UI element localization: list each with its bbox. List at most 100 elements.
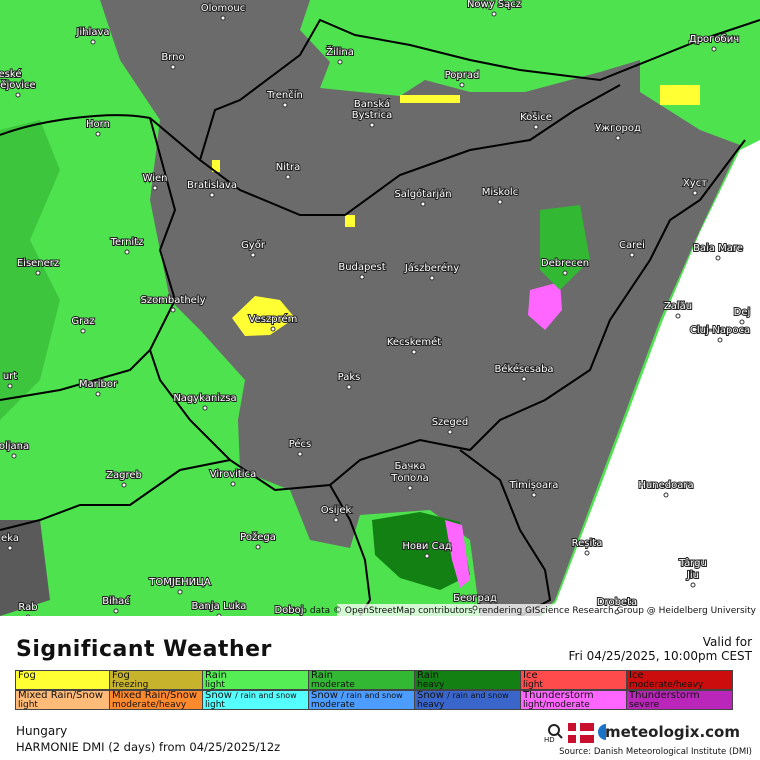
legend-label: Rain <box>417 671 520 681</box>
legend-label-text: Fog <box>18 670 36 681</box>
city-dot <box>152 185 158 191</box>
model-info: HARMONIE DMI (2 days) from 04/25/2025/12… <box>16 740 281 754</box>
city-dot <box>447 429 453 435</box>
city-dot <box>95 131 101 137</box>
city-label: Osijek <box>321 505 352 516</box>
fog-spot <box>400 95 460 103</box>
city-label: Kecskemét <box>387 336 441 348</box>
thunderstorm-area <box>445 520 470 588</box>
city-dot <box>297 451 303 457</box>
city-label: Ternitz <box>110 237 144 248</box>
city-label: Bystrica <box>352 110 392 121</box>
city-label: Cluj-Napoca <box>690 325 750 336</box>
hd-label[interactable]: HD <box>544 736 555 744</box>
city-label: Zagreb <box>106 470 142 481</box>
city-label: Nagykanizsa <box>173 393 236 404</box>
legend-label: Snow / rain and snow <box>417 691 520 701</box>
legend-label: Snow / rain and snow <box>311 691 414 701</box>
city-label: Dej <box>734 307 751 318</box>
city-label: Jiu <box>686 570 699 581</box>
city-dot <box>11 453 17 459</box>
legend-note: / rain and snow <box>341 691 403 700</box>
city-label: Trenčín <box>266 89 303 101</box>
rain-area <box>0 120 60 420</box>
city-label: eské <box>0 68 21 80</box>
city-label: Eisenerz <box>17 258 59 269</box>
legend-sub: light <box>523 680 543 690</box>
city-dot <box>472 605 478 611</box>
legend-label-text: Rain <box>417 670 439 681</box>
region: Hungary <box>16 724 68 738</box>
legend-item: Ice light <box>520 670 627 690</box>
city-label: Дрогобич <box>689 34 739 45</box>
legend-item: Rain light <box>202 670 309 690</box>
city-label: Хуст <box>683 178 707 189</box>
fog-spot <box>212 160 220 172</box>
city-dot <box>429 275 435 281</box>
city-label: Jihlava <box>75 27 109 38</box>
city-dot <box>25 614 31 616</box>
legend-label: Ice <box>629 671 732 681</box>
city-dot <box>614 609 620 615</box>
rain-moderate-area <box>540 205 590 290</box>
legend-label-text: Snow <box>311 690 338 701</box>
legend-label: Mixed Rain/Snow <box>18 691 109 701</box>
brand[interactable]: meteologix.com <box>605 723 740 741</box>
city-dot <box>584 550 590 556</box>
legend-sub: severe <box>629 700 660 710</box>
city-label: Graz <box>71 316 94 327</box>
city-dot <box>411 349 417 355</box>
city-dot <box>337 59 343 65</box>
legend-label: Thunderstorm <box>523 691 626 701</box>
zoom-icon-handle <box>557 733 563 739</box>
legend-sub: light <box>205 700 225 710</box>
city-dot <box>95 391 101 397</box>
legend-label-text: Snow <box>205 690 232 701</box>
city-label: Veszprém <box>249 313 298 325</box>
city-dot <box>282 102 288 108</box>
rain-heavy-area <box>372 512 470 590</box>
city-dot <box>220 15 226 21</box>
legend-sub: moderate <box>311 700 355 710</box>
legend-item: Rain heavy <box>414 670 521 690</box>
city-dot <box>369 111 375 117</box>
legend-item: Fog freezing <box>109 670 203 690</box>
city-dot <box>285 174 291 180</box>
city-dot <box>629 252 635 258</box>
legend-sub: light/moderate <box>523 700 590 710</box>
fog-spots <box>212 85 700 227</box>
city-dot <box>7 545 13 551</box>
city-dot <box>209 192 215 198</box>
zoom-icon[interactable] <box>548 724 560 736</box>
city-label: Bihać <box>102 595 130 607</box>
city-label: Ужгород <box>595 123 641 134</box>
no-data-area <box>542 140 760 616</box>
thunderstorm-area <box>528 282 562 330</box>
border <box>0 349 151 401</box>
city-label: Poprad <box>445 70 480 81</box>
legend-label: Rain <box>205 671 308 681</box>
legend-label: Rain <box>311 671 414 681</box>
city-label: Bratislava <box>187 180 237 191</box>
flag-cross <box>568 731 594 735</box>
city-label: Carei <box>619 240 645 251</box>
legend-sub: heavy <box>417 680 445 690</box>
legend-label-text: Rain <box>205 670 227 681</box>
city-label: Banská <box>354 98 390 110</box>
city-label: Rab <box>18 602 37 613</box>
city-dot <box>562 270 568 276</box>
city-dot <box>675 313 681 319</box>
city-dot <box>216 613 222 616</box>
city-label: Maribor <box>79 379 118 390</box>
legend-item: Snow / rain and snow moderate <box>308 690 415 710</box>
city-dot <box>170 64 176 70</box>
city-label: Horn <box>86 119 110 130</box>
city-label: Banja Luka <box>192 601 247 612</box>
city-dot <box>202 405 208 411</box>
city-dot <box>250 252 256 258</box>
city-label: Požega <box>240 531 276 543</box>
city-dot <box>124 249 130 255</box>
legend-label-text: Mixed Rain/Snow <box>112 690 198 701</box>
legend-sub: freezing <box>112 680 149 690</box>
legend-sub: light <box>18 700 38 710</box>
